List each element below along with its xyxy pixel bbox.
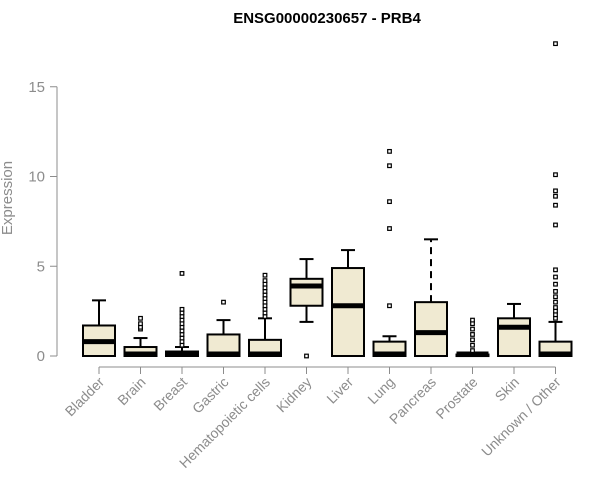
box-breast: [165, 271, 199, 358]
box-kidney: [289, 258, 324, 359]
box-lung: [372, 148, 407, 358]
box-gastric: [206, 299, 241, 357]
outlier-point: [553, 222, 558, 228]
outlier-point: [553, 267, 558, 273]
outlier-point: [221, 299, 226, 305]
box-pancreas: [414, 238, 448, 357]
y-tick-label: 15: [28, 79, 45, 96]
outlier-point: [262, 278, 268, 284]
x-tick-label: Bladder: [62, 374, 108, 420]
outlier-point: [470, 348, 475, 354]
box-skin: [497, 302, 531, 357]
outlier-point: [553, 305, 558, 310]
outlier-point: [262, 272, 268, 278]
x-tick-label: Unknown / Other: [478, 374, 564, 460]
x-tick-label: Lung: [364, 374, 397, 407]
box-iqr: [289, 277, 324, 307]
outlier-point: [470, 342, 475, 348]
box-bladder: [82, 299, 116, 357]
outlier-point: [179, 306, 185, 312]
outlier-point: [387, 226, 392, 231]
box-series: [82, 41, 573, 359]
outlier-point: [470, 326, 475, 332]
box-brain: [123, 315, 158, 357]
outlier-point: [553, 281, 558, 287]
y-axis: 0 5 10 15: [28, 79, 58, 365]
outlier-point: [553, 188, 558, 194]
chart-title: ENSG00000230657 - PRB4: [233, 10, 421, 27]
box-unknown-other: [538, 41, 573, 358]
x-tick-label: Skin: [492, 374, 523, 405]
x-tick-label: Liver: [323, 374, 356, 407]
x-tick-label: Brain: [114, 374, 148, 408]
x-tick-label: Prostate: [432, 374, 480, 422]
box-prostate: [455, 317, 490, 358]
y-tick-label: 5: [37, 258, 45, 275]
box-iqr: [497, 317, 531, 357]
outlier-point: [553, 288, 558, 294]
x-tick-label: Kidney: [273, 374, 315, 416]
box-hematopoietic-cells: [248, 272, 282, 358]
outlier-point: [138, 315, 143, 321]
outlier-point: [553, 294, 558, 300]
outlier-point: [387, 163, 392, 169]
outlier-point: [553, 193, 558, 199]
outlier-point: [138, 321, 143, 327]
outlier-point: [387, 148, 392, 154]
outlier-point: [553, 202, 558, 208]
outlier-point: [387, 303, 392, 309]
outlier-point: [304, 353, 309, 359]
box-iqr: [414, 301, 448, 357]
outlier-point: [553, 41, 558, 47]
outlier-point: [553, 299, 558, 305]
outlier-point: [470, 317, 475, 323]
x-tick-label: Breast: [150, 374, 190, 414]
outlier-point: [470, 332, 475, 337]
outlier-point: [179, 271, 185, 276]
box-iqr: [331, 267, 365, 358]
y-tick-label: 0: [37, 348, 45, 365]
outlier-point: [553, 172, 558, 178]
outlier-point: [387, 199, 392, 205]
box-liver: [331, 249, 365, 358]
outlier-point: [553, 274, 558, 280]
y-tick-label: 10: [28, 169, 45, 186]
y-axis-label: Expression: [0, 161, 16, 235]
outlier-point: [470, 337, 475, 343]
